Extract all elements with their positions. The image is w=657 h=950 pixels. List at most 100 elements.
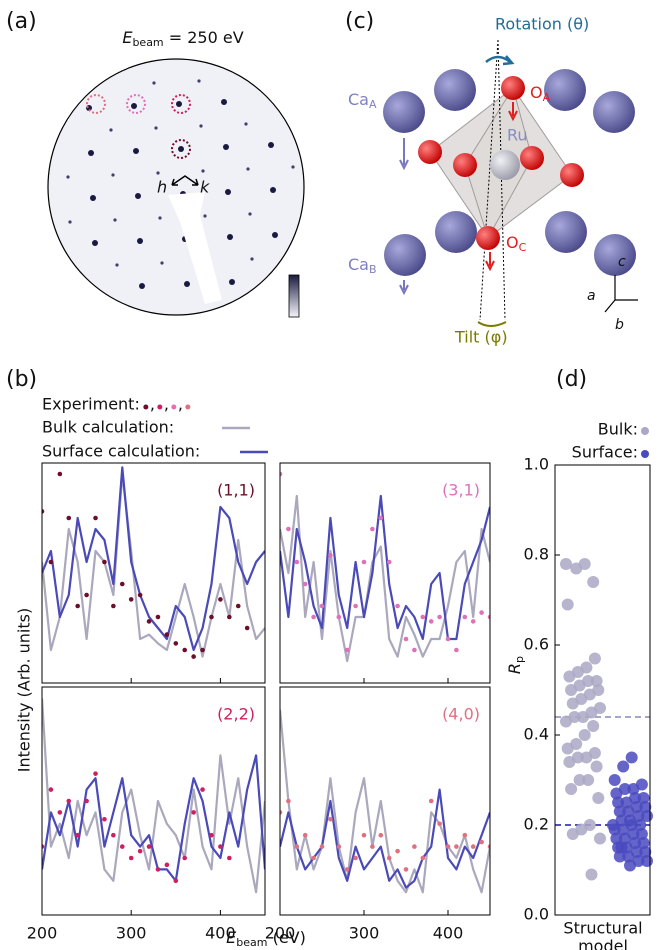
- data-point: [353, 603, 358, 609]
- series-line: [280, 494, 490, 641]
- o-atom: [418, 140, 442, 164]
- data-point: [302, 581, 308, 587]
- leed-spot: [156, 171, 160, 175]
- axis-name: a: [587, 288, 596, 304]
- data-point: [577, 711, 589, 723]
- leed-spot: [229, 279, 235, 285]
- text-part: C: [519, 241, 527, 254]
- data-point: [182, 855, 188, 861]
- arrow: [508, 102, 518, 122]
- data-point: [119, 581, 125, 587]
- tilt-label: Tilt (φ): [454, 328, 508, 347]
- data-point: [146, 619, 152, 624]
- data-point: [119, 844, 125, 849]
- data-point: [570, 562, 583, 575]
- arrow: [399, 138, 409, 171]
- ca-atom: [544, 69, 586, 111]
- legend-label: Surface:: [572, 443, 638, 462]
- data-point: [353, 855, 358, 861]
- data-point: [412, 844, 417, 849]
- spot-marker: [171, 94, 191, 114]
- ca-atom: [435, 211, 477, 253]
- legend-label: Experiment:: [42, 395, 140, 414]
- chart-title: (4,0): [442, 705, 480, 724]
- data-point: [587, 576, 600, 588]
- data-point: [594, 832, 606, 845]
- data-point: [395, 848, 400, 854]
- rotation-label: Rotation (θ): [495, 15, 589, 34]
- legend-label: Bulk calculation:: [42, 418, 174, 437]
- text-part: O: [506, 233, 519, 252]
- spot-marker: [171, 139, 191, 159]
- data-point: [336, 614, 342, 620]
- legend-label: Bulk:: [598, 420, 638, 439]
- legend-marker: [171, 404, 177, 410]
- data-point: [590, 760, 603, 773]
- data-point: [578, 729, 591, 741]
- data-point: [561, 598, 574, 611]
- y-tick-label: 0.0: [524, 905, 549, 924]
- data-point: [294, 844, 300, 849]
- data-point: [624, 859, 636, 872]
- data-point: [102, 816, 107, 822]
- data-point: [612, 796, 625, 809]
- x-axis-label: model: [578, 937, 628, 950]
- o-atom: [476, 226, 500, 250]
- data-point: [428, 798, 434, 804]
- data-point: [173, 878, 179, 884]
- data-point: [155, 867, 161, 872]
- text-part: Ca: [348, 255, 369, 274]
- leed-spot: [227, 234, 233, 240]
- data-point: [235, 603, 241, 609]
- atom-label: OC: [506, 233, 527, 255]
- leed-spot: [90, 195, 96, 201]
- leed-spot: [270, 187, 276, 193]
- data-point: [319, 603, 325, 609]
- data-point: [565, 783, 578, 795]
- legend-separator: ,: [150, 395, 155, 414]
- data-point: [244, 625, 250, 631]
- o-atom: [560, 163, 584, 187]
- leed-spot: [244, 122, 248, 126]
- data-point: [48, 787, 54, 792]
- x-tick-label: 400: [205, 924, 236, 943]
- data-point: [42, 844, 45, 849]
- data-point: [587, 720, 600, 732]
- leed-spot: [160, 261, 164, 265]
- data-point: [592, 792, 605, 804]
- data-point: [403, 867, 409, 872]
- text-part: A: [543, 91, 551, 104]
- leed-spot: [92, 240, 98, 246]
- data-point: [561, 742, 574, 755]
- leed-spot: [111, 173, 115, 177]
- leed-spot: [178, 146, 184, 152]
- data-point: [395, 603, 400, 609]
- leed-spot: [68, 220, 72, 224]
- plot-frame: [41, 462, 266, 684]
- legend-marker: [143, 404, 149, 410]
- ca-atom: [545, 211, 587, 253]
- data-point: [412, 647, 417, 653]
- axes-triad: [604, 275, 638, 313]
- data-point: [84, 798, 89, 804]
- text-part: (eV): [267, 928, 305, 947]
- data-point: [617, 760, 630, 773]
- y-tick-label: 1.0: [524, 455, 549, 474]
- data-point: [565, 684, 578, 696]
- leed-spot: [154, 126, 158, 130]
- ca-atom: [434, 69, 476, 111]
- data-point: [617, 823, 630, 836]
- data-point: [280, 810, 283, 815]
- chart-title: (2,2): [217, 705, 255, 724]
- leed-pattern: [47, 58, 305, 316]
- text-part: A: [369, 98, 377, 111]
- text-part: Ca: [348, 90, 369, 109]
- ca-atom: [593, 91, 635, 133]
- data-point: [622, 805, 635, 818]
- data-point: [280, 471, 283, 477]
- data-point: [102, 559, 107, 565]
- data-point: [227, 855, 232, 861]
- data-point: [613, 805, 626, 818]
- plot-frame: [279, 462, 491, 684]
- data-point: [639, 801, 652, 813]
